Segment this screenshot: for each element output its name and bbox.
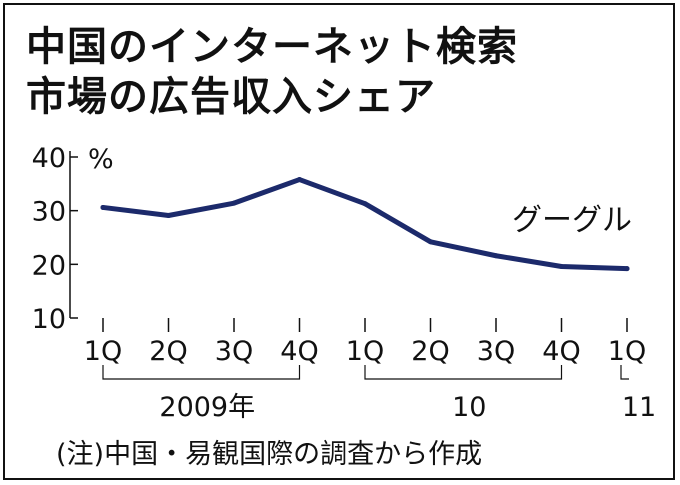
x-tick-label: 1Q — [608, 336, 646, 367]
chart-title-line-1: 中国のインターネット検索 — [26, 24, 518, 70]
data-point — [297, 177, 302, 183]
year-label: 10 — [452, 392, 486, 423]
x-tick-label: 3Q — [477, 336, 515, 367]
data-point — [362, 201, 368, 207]
x-tick-label: 1Q — [84, 336, 122, 367]
year-bracket — [620, 365, 629, 380]
data-point — [624, 266, 630, 272]
x-tick-label: 1Q — [346, 336, 384, 367]
series-label: グーグル — [512, 203, 632, 238]
chart-title-line-2: 市場の広告収入シェア — [26, 74, 436, 120]
data-point — [231, 200, 237, 206]
y-tick-label-10: 10 — [32, 304, 66, 335]
x-tick-label: 4Q — [542, 336, 580, 367]
year-label: 2009年 — [159, 392, 255, 423]
y-tick-label-30: 30 — [32, 197, 66, 228]
x-tick-label: 4Q — [280, 336, 318, 367]
data-point — [428, 239, 433, 245]
x-tick-label: 2Q — [149, 336, 187, 367]
data-point — [559, 263, 564, 269]
year-bracket — [364, 365, 563, 380]
y-unit-label: % — [88, 144, 114, 175]
year-bracket — [102, 365, 301, 380]
x-tick-label: 2Q — [411, 336, 449, 367]
x-tick-label: 3Q — [215, 336, 253, 367]
year-label: 11 — [622, 392, 656, 423]
data-point — [100, 204, 106, 210]
chart-frame — [3, 3, 675, 480]
y-tick-label-40: 40 — [32, 143, 66, 174]
data-point — [166, 212, 171, 218]
data-point — [493, 253, 499, 259]
source-note: (注)中国・易観国際の調査から作成 — [56, 439, 483, 470]
y-tick-label-20: 20 — [32, 250, 66, 281]
